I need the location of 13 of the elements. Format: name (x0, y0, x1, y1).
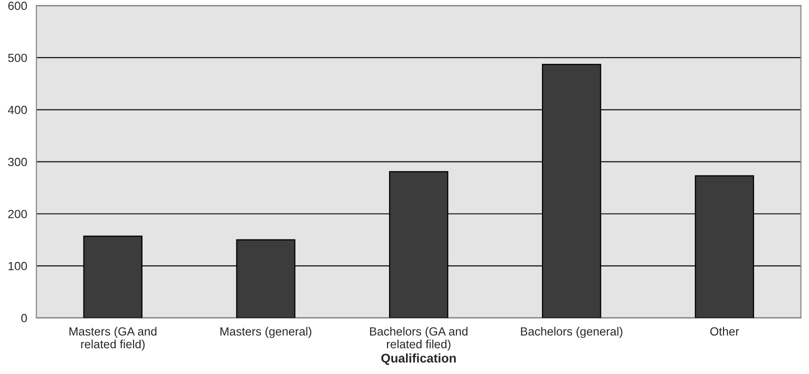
y-tick-label: 0 (21, 314, 27, 322)
y-tick-label: 500 (8, 54, 27, 62)
x-tick-label: Bachelors (general) (521, 326, 622, 338)
y-tick-label: 200 (8, 210, 27, 218)
y-tick-label: 300 (8, 158, 27, 166)
x-axis-title: Qualification (381, 353, 456, 365)
x-tick-label: Other (710, 326, 740, 336)
y-tick-label: 100 (8, 262, 27, 270)
x-tick-label: Masters (general) (220, 326, 312, 338)
x-tick-label: Bachelors (GA and related filed) (370, 326, 468, 351)
y-tick-label: 600 (8, 2, 27, 10)
y-tick-label: 400 (8, 106, 27, 114)
x-tick-label: Masters (GA and related field) (70, 326, 156, 351)
